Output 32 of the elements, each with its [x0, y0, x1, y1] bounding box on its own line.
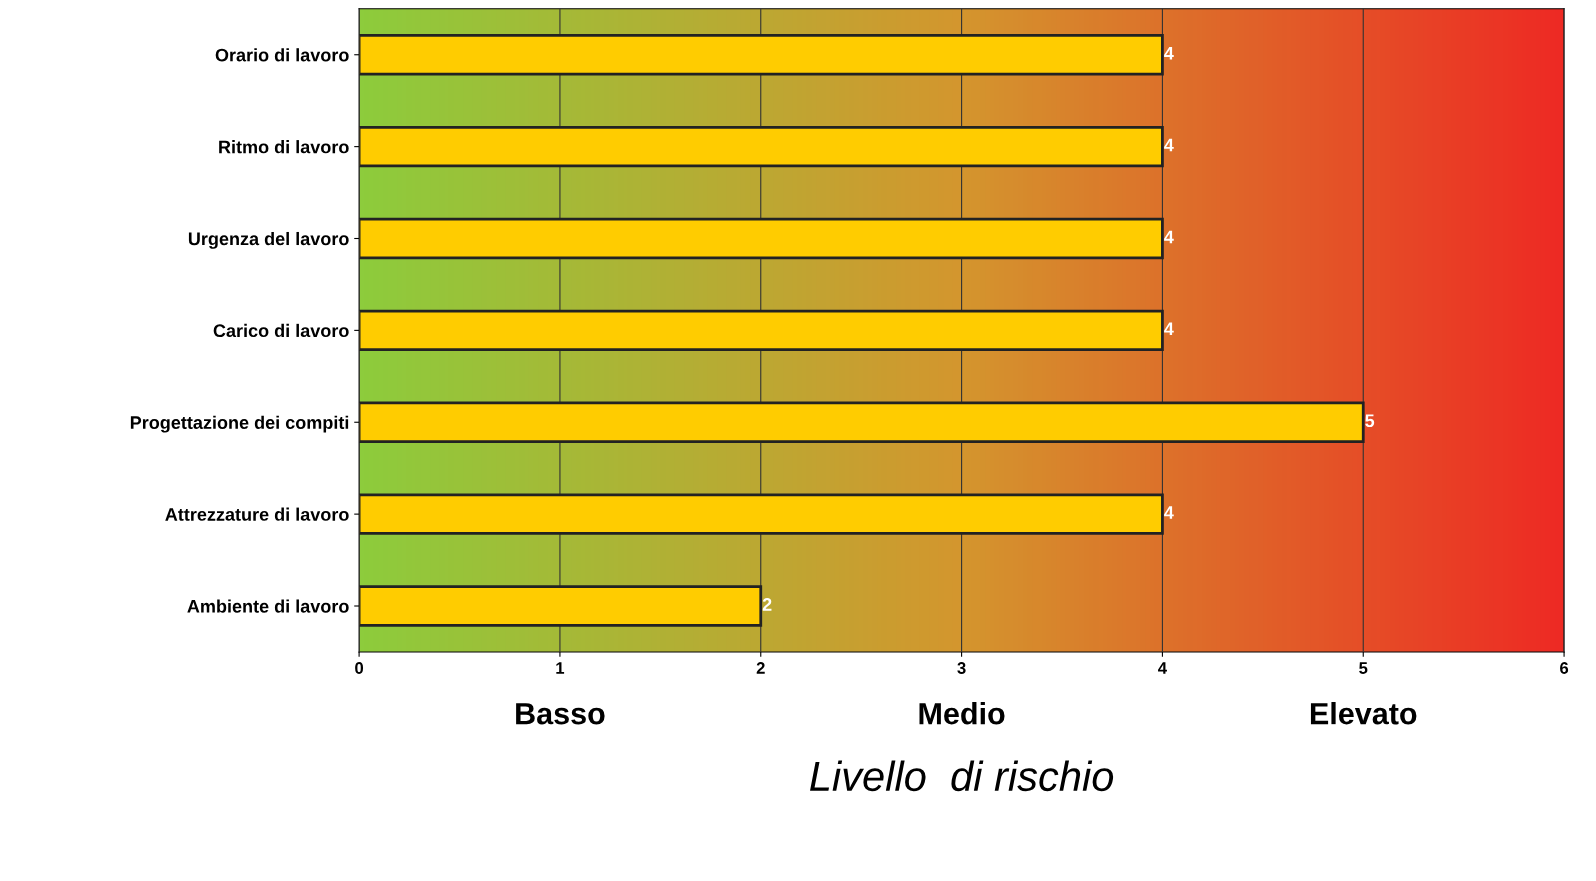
- x-tick-label: 2: [756, 662, 765, 674]
- data-label: 4: [1164, 506, 1174, 519]
- bar: [359, 34, 1164, 76]
- bar: [359, 309, 1164, 352]
- y-tick-label: Urgenza del lavoro: [188, 231, 349, 249]
- y-tick-label: Ritmo di lavoro: [219, 140, 349, 154]
- data-label: 4: [1164, 47, 1174, 60]
- x-axis-title: Livello di rischio: [810, 760, 1114, 792]
- data-label: 4: [1164, 230, 1174, 244]
- bar: [359, 401, 1365, 443]
- bar: [359, 217, 1164, 260]
- text: Elevato: [1310, 702, 1417, 725]
- x-tick-label: 5: [1359, 662, 1368, 674]
- data-label: 4: [1164, 322, 1174, 336]
- y-tick-label: Ambiente di lavoro: [187, 599, 349, 613]
- x-tick-label: 0: [355, 662, 364, 674]
- x-tick-label: 6: [1560, 662, 1569, 674]
- bar: [359, 125, 1164, 168]
- y-tick-label: Attrezzature di lavoro: [165, 507, 349, 521]
- bar: [359, 585, 763, 627]
- data-label: 5: [1365, 414, 1375, 428]
- y-tick-label: Progettazione dei compiti: [130, 415, 349, 433]
- bar: [359, 493, 1164, 535]
- y-tick-label: Carico di lavoro: [213, 323, 349, 338]
- x-tick-label: 1: [556, 662, 565, 674]
- y-tick-label: Orario di lavoro: [215, 48, 349, 62]
- data-label: 2: [762, 598, 772, 611]
- text: Medio: [919, 702, 1005, 725]
- data-label: 4: [1164, 138, 1174, 152]
- x-tick-label: 4: [1158, 662, 1167, 674]
- x-tick-label: 3: [957, 662, 966, 674]
- text: Basso: [516, 703, 605, 725]
